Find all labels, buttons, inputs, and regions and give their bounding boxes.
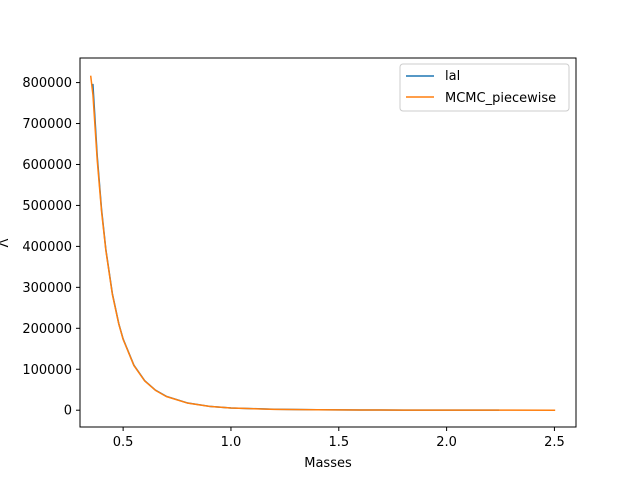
x-axis-ticks: 0.5 1.0 1.5 2.0 2.5 — [113, 427, 565, 450]
series-lines — [89, 75, 556, 411]
legend: lal MCMC_piecewise — [399, 63, 570, 112]
y-tick-label: 500000 — [22, 199, 72, 214]
series-line-lal — [92, 83, 500, 411]
legend-box — [399, 63, 570, 112]
legend-label-lal: lal — [445, 69, 460, 84]
y-tick-label: 700000 — [22, 117, 72, 132]
x-axis-label: Masses — [304, 456, 352, 471]
x-tick-label: 1.5 — [328, 435, 349, 450]
y-axis-ticks: 0 100000 200000 300000 400000 500000 600000 700… — [22, 76, 80, 419]
x-tick-label: 1.0 — [221, 435, 242, 450]
axes-frame — [79, 57, 577, 428]
y-tick-label: 300000 — [22, 281, 72, 296]
y-tick-label: 100000 — [22, 363, 72, 378]
series-line-mcmc-piecewise — [89, 75, 556, 411]
y-axis-label: Λ — [0, 238, 12, 247]
y-tick-label: 800000 — [22, 76, 72, 91]
legend-label-mcmc-piecewise: MCMC_piecewise — [445, 91, 556, 106]
x-tick-label: 2.5 — [544, 435, 565, 450]
y-tick-label: 0 — [64, 404, 72, 419]
y-tick-label: 200000 — [22, 322, 72, 337]
y-tick-label: 600000 — [22, 158, 72, 173]
x-tick-label: 0.5 — [113, 435, 134, 450]
x-tick-label: 2.0 — [436, 435, 457, 450]
y-tick-label: 400000 — [22, 240, 72, 255]
